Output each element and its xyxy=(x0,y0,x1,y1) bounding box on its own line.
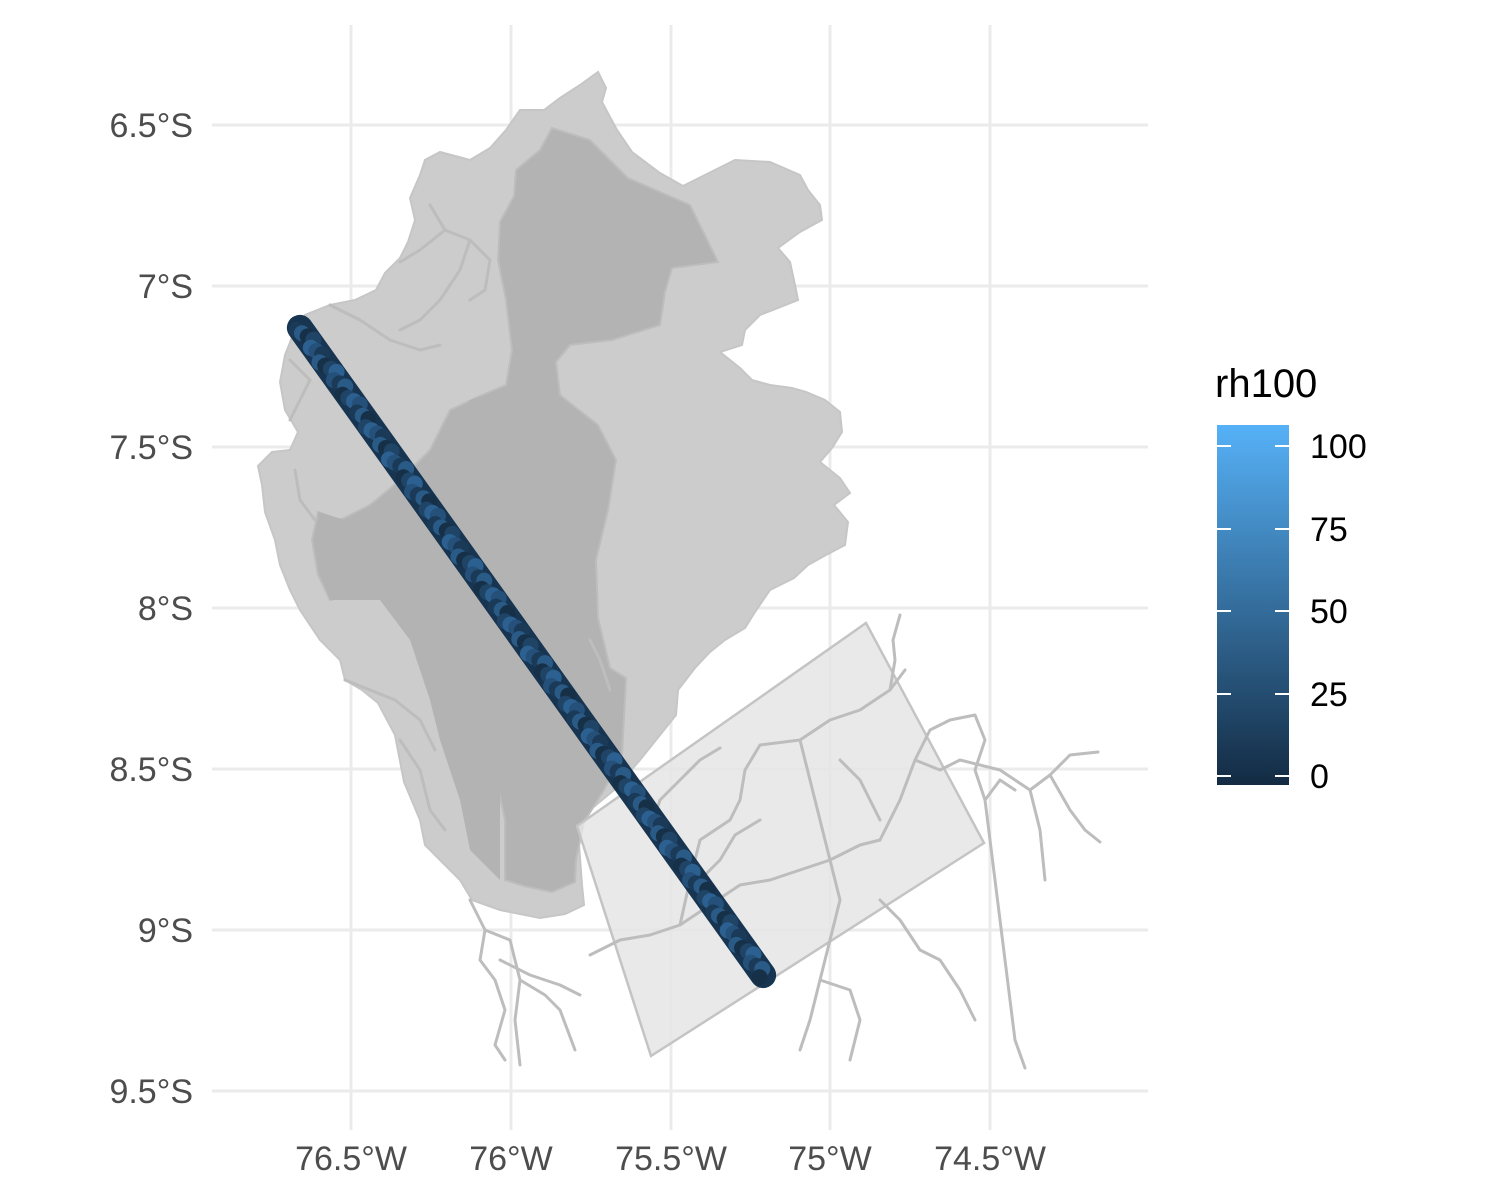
legend-title: rh100 xyxy=(1215,362,1317,406)
legend-ticks xyxy=(1217,445,1289,777)
x-axis: 76.5°W 76°W 75.5°W 75°W 74.5°W xyxy=(295,1140,1046,1178)
x-tick-label: 76°W xyxy=(469,1140,553,1178)
x-tick-label: 76.5°W xyxy=(295,1140,407,1178)
x-tick-label: 74.5°W xyxy=(934,1140,1046,1178)
y-tick-label: 6.5°S xyxy=(109,107,193,145)
track-point xyxy=(751,969,768,986)
legend-label: 75 xyxy=(1310,511,1348,549)
legend-label: 0 xyxy=(1310,758,1329,796)
inner-region-lower xyxy=(318,390,500,880)
y-tick-label: 8°S xyxy=(138,590,193,628)
color-legend: rh100 100 75 50 25 0 xyxy=(1215,362,1367,796)
y-tick-label: 7.5°S xyxy=(109,429,193,467)
y-tick-label: 7°S xyxy=(138,268,193,306)
x-tick-label: 75.5°W xyxy=(615,1140,727,1178)
legend-label: 25 xyxy=(1310,676,1348,714)
y-tick-label: 8.5°S xyxy=(109,751,193,789)
legend-colorbar xyxy=(1217,425,1289,785)
x-tick-label: 75°W xyxy=(788,1140,872,1178)
rh100-track xyxy=(286,314,777,989)
y-tick-label: 9.5°S xyxy=(109,1073,193,1111)
concession-box xyxy=(575,621,986,1058)
road-network xyxy=(288,203,1102,1070)
legend-label: 50 xyxy=(1310,593,1348,631)
legend-label: 100 xyxy=(1310,428,1367,466)
y-tick-label: 9°S xyxy=(138,912,193,950)
inner-region xyxy=(310,126,720,894)
y-axis: 6.5°S 7°S 7.5°S 8°S 8.5°S 9°S 9.5°S xyxy=(109,107,193,1111)
